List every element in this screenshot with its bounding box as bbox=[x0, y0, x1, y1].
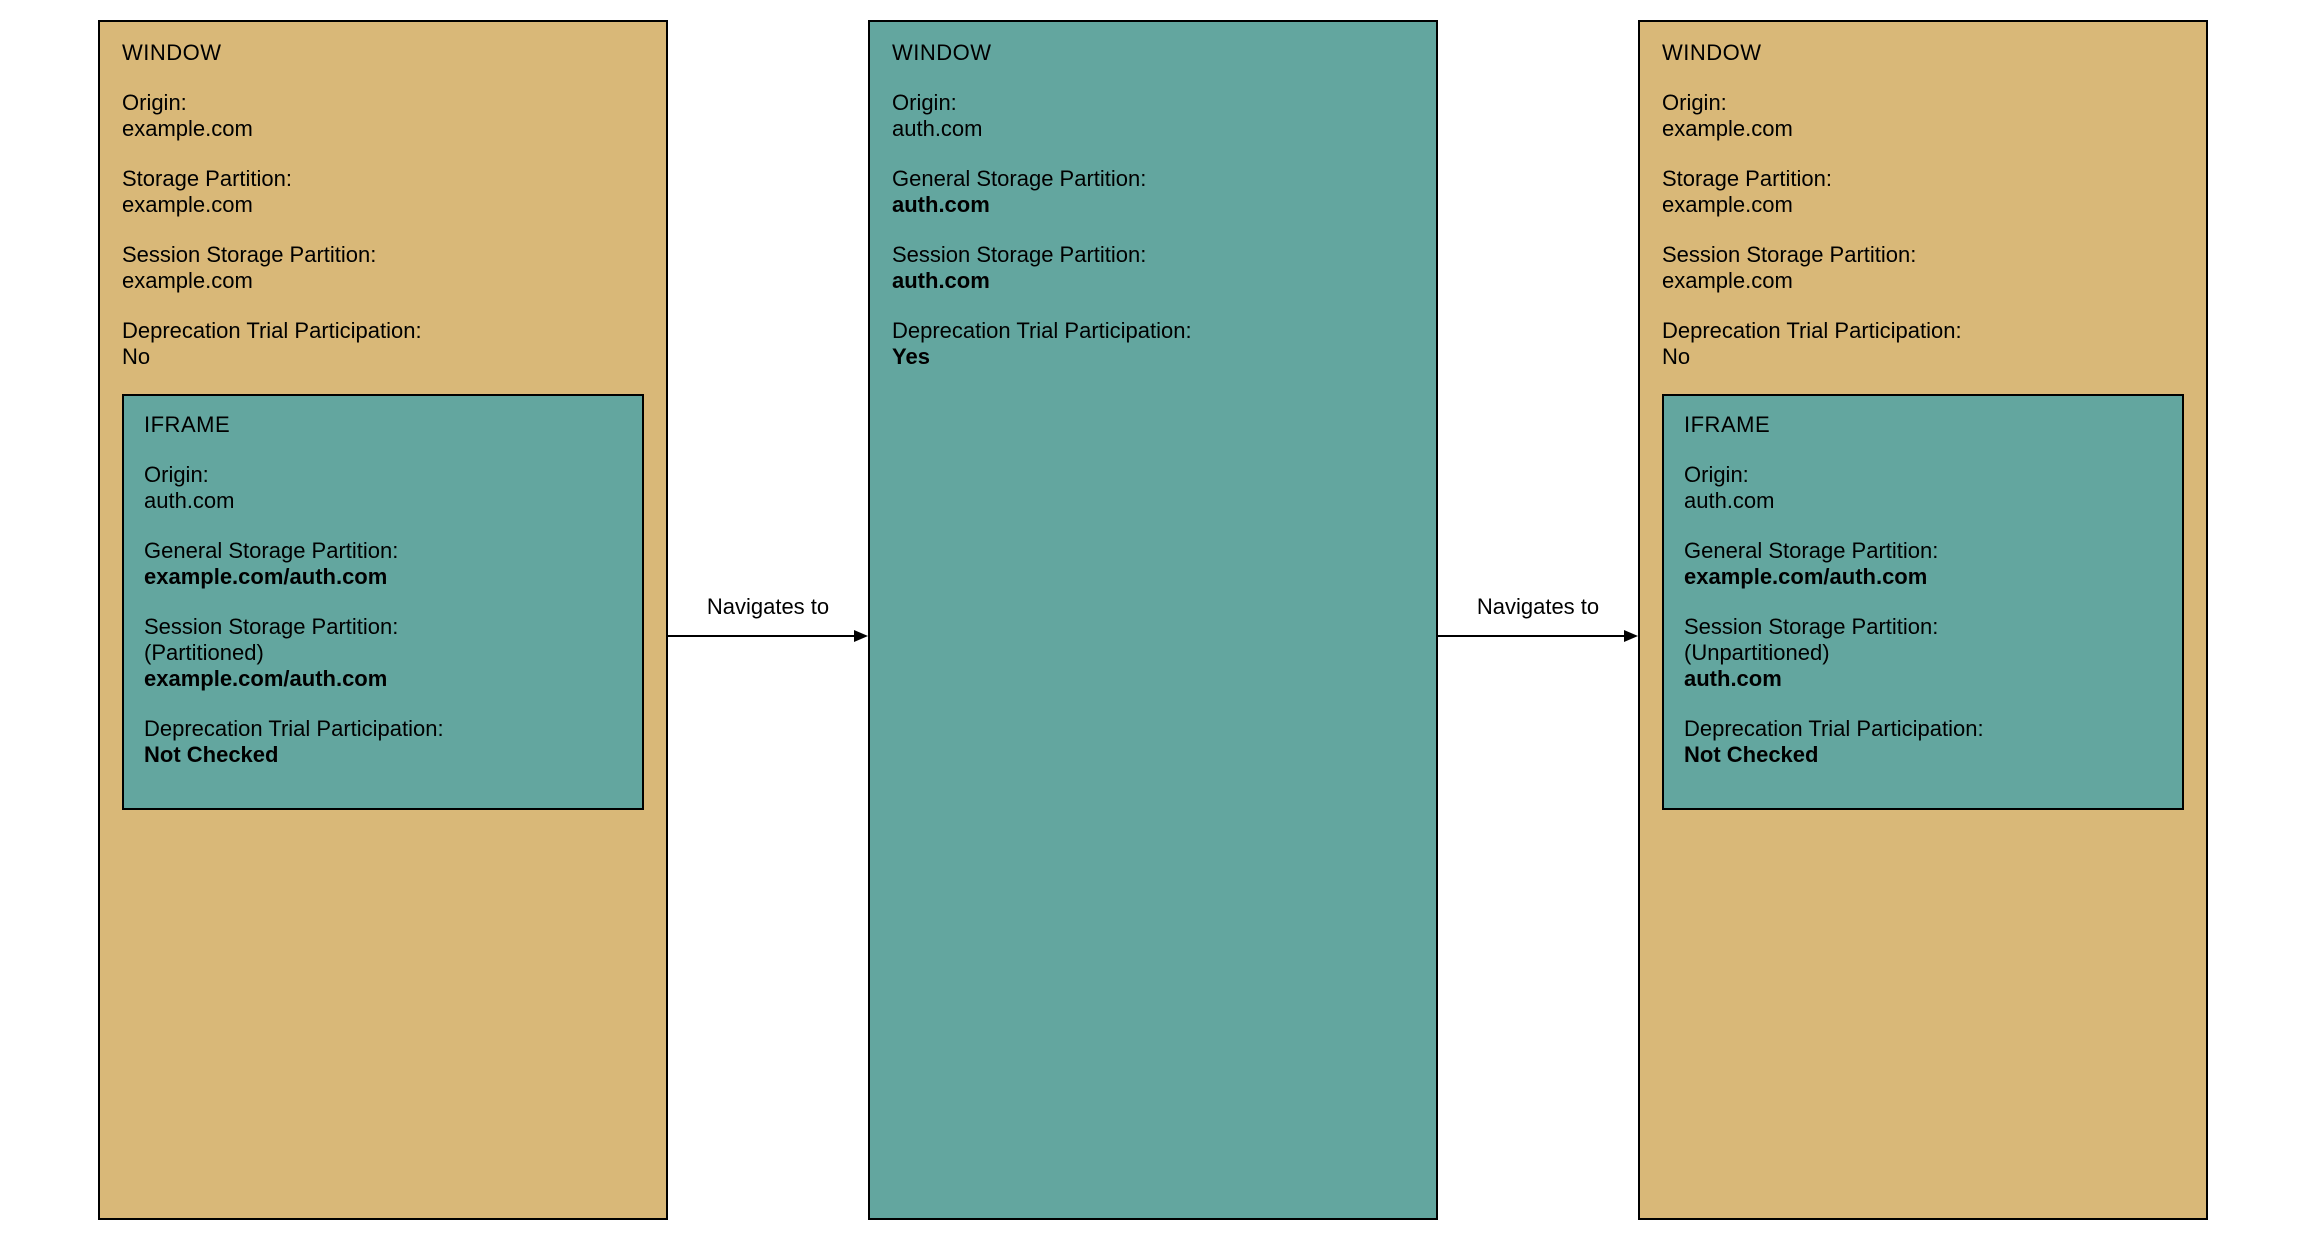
field-value: Not Checked bbox=[144, 742, 622, 768]
iframe-title: IFRAME bbox=[144, 412, 622, 438]
field-origin: Origin: example.com bbox=[122, 90, 644, 142]
field-origin: Origin: auth.com bbox=[892, 90, 1414, 142]
field-label: General Storage Partition: bbox=[892, 166, 1414, 192]
field-sublabel: (Partitioned) bbox=[144, 640, 622, 666]
iframe-panel-1: IFRAME Origin: auth.com General Storage … bbox=[122, 394, 644, 810]
panel-title: WINDOW bbox=[1662, 40, 2184, 66]
field-value: example.com bbox=[122, 268, 644, 294]
iframe-panel-3: IFRAME Origin: auth.com General Storage … bbox=[1662, 394, 2184, 810]
field-value: Not Checked bbox=[1684, 742, 2162, 768]
window-panel-3: WINDOW Origin: example.com Storage Parti… bbox=[1638, 20, 2208, 1220]
field-storage-partition: Storage Partition: example.com bbox=[122, 166, 644, 218]
field-label: Origin: bbox=[122, 90, 644, 116]
field-value: auth.com bbox=[1684, 666, 2162, 692]
connector-label: Navigates to bbox=[707, 594, 829, 620]
arrow-icon bbox=[668, 626, 868, 646]
field-label: Storage Partition: bbox=[1662, 166, 2184, 192]
field-value: example.com bbox=[122, 192, 644, 218]
field-value: example.com bbox=[1662, 268, 2184, 294]
arrow-icon bbox=[1438, 626, 1638, 646]
iframe-field-general-storage: General Storage Partition: example.com/a… bbox=[1684, 538, 2162, 590]
field-label: Session Storage Partition: bbox=[1662, 242, 2184, 268]
field-deprecation-trial: Deprecation Trial Participation: No bbox=[122, 318, 644, 370]
iframe-field-session-storage: Session Storage Partition: (Unpartitione… bbox=[1684, 614, 2162, 692]
field-value: example.com bbox=[1662, 192, 2184, 218]
connector-label: Navigates to bbox=[1477, 594, 1599, 620]
field-value: example.com bbox=[122, 116, 644, 142]
field-value: auth.com bbox=[892, 268, 1414, 294]
field-label: Deprecation Trial Participation: bbox=[122, 318, 644, 344]
field-label: Deprecation Trial Participation: bbox=[1662, 318, 2184, 344]
field-session-storage-partition: Session Storage Partition: example.com bbox=[1662, 242, 2184, 294]
field-value: auth.com bbox=[892, 192, 1414, 218]
field-label: General Storage Partition: bbox=[144, 538, 622, 564]
field-label: Origin: bbox=[1662, 90, 2184, 116]
field-value: example.com/auth.com bbox=[1684, 564, 2162, 590]
field-label: Session Storage Partition: bbox=[122, 242, 644, 268]
field-session-storage: Session Storage Partition: auth.com bbox=[892, 242, 1414, 294]
field-label: Origin: bbox=[144, 462, 622, 488]
connector-2: Navigates to bbox=[1438, 594, 1638, 646]
field-value: No bbox=[122, 344, 644, 370]
iframe-field-deprecation-trial: Deprecation Trial Participation: Not Che… bbox=[144, 716, 622, 768]
field-storage-partition: Storage Partition: example.com bbox=[1662, 166, 2184, 218]
connector-1: Navigates to bbox=[668, 594, 868, 646]
field-origin: Origin: example.com bbox=[1662, 90, 2184, 142]
field-value: auth.com bbox=[144, 488, 622, 514]
window-panel-1: WINDOW Origin: example.com Storage Parti… bbox=[98, 20, 668, 1220]
field-deprecation-trial: Deprecation Trial Participation: Yes bbox=[892, 318, 1414, 370]
field-sublabel: (Unpartitioned) bbox=[1684, 640, 2162, 666]
field-value: auth.com bbox=[1684, 488, 2162, 514]
panel-title: WINDOW bbox=[122, 40, 644, 66]
iframe-field-origin: Origin: auth.com bbox=[144, 462, 622, 514]
field-value: No bbox=[1662, 344, 2184, 370]
field-value: example.com/auth.com bbox=[144, 666, 622, 692]
iframe-field-session-storage: Session Storage Partition: (Partitioned)… bbox=[144, 614, 622, 692]
field-label: Origin: bbox=[892, 90, 1414, 116]
field-label: Storage Partition: bbox=[122, 166, 644, 192]
field-value: Yes bbox=[892, 344, 1414, 370]
panel-title: WINDOW bbox=[892, 40, 1414, 66]
field-label: Deprecation Trial Participation: bbox=[144, 716, 622, 742]
field-label: Deprecation Trial Participation: bbox=[1684, 716, 2162, 742]
field-label: Origin: bbox=[1684, 462, 2162, 488]
iframe-title: IFRAME bbox=[1684, 412, 2162, 438]
iframe-field-origin: Origin: auth.com bbox=[1684, 462, 2162, 514]
iframe-field-general-storage: General Storage Partition: example.com/a… bbox=[144, 538, 622, 590]
window-panel-2: WINDOW Origin: auth.com General Storage … bbox=[868, 20, 1438, 1220]
field-label: Session Storage Partition: bbox=[1684, 614, 2162, 640]
field-session-storage-partition: Session Storage Partition: example.com bbox=[122, 242, 644, 294]
field-deprecation-trial: Deprecation Trial Participation: No bbox=[1662, 318, 2184, 370]
field-label: Session Storage Partition: bbox=[892, 242, 1414, 268]
field-label: General Storage Partition: bbox=[1684, 538, 2162, 564]
field-value: example.com/auth.com bbox=[144, 564, 622, 590]
field-label: Session Storage Partition: bbox=[144, 614, 622, 640]
field-general-storage: General Storage Partition: auth.com bbox=[892, 166, 1414, 218]
iframe-field-deprecation-trial: Deprecation Trial Participation: Not Che… bbox=[1684, 716, 2162, 768]
storage-partition-diagram: WINDOW Origin: example.com Storage Parti… bbox=[20, 20, 2286, 1220]
field-label: Deprecation Trial Participation: bbox=[892, 318, 1414, 344]
field-value: example.com bbox=[1662, 116, 2184, 142]
field-value: auth.com bbox=[892, 116, 1414, 142]
